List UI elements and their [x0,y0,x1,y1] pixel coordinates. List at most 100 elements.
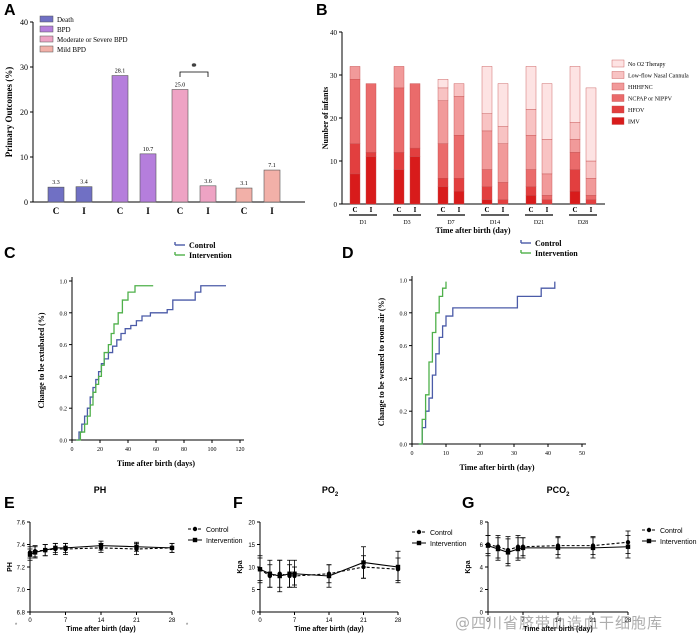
panel-b-bar-segment [409,83,421,149]
panel-b-day-label: D14 [490,220,500,226]
panel-c-y-tick-label: 0.0 [60,439,68,445]
panel-e-x-tick-label: 14 [98,618,105,624]
panel-e-legend-label: Control [206,527,229,534]
panel-a-bar [139,153,157,203]
panel-f-y-label: Kpa [237,560,244,573]
panel-c-y-tick-label: 0.4 [60,375,68,381]
panel-b-bar-segment [541,195,553,200]
panel-f-x-tick-label: 28 [395,618,402,624]
panel-b-x-tick-label: C [572,206,577,214]
panel-e-y-tick-label: 7.0 [17,588,26,594]
panel-e-stray-mark: * [15,623,18,629]
panel-e-point [43,547,48,553]
panel-a-legend-label: Mild BPD [57,46,86,54]
panel-b-bar-segment [481,130,493,170]
panel-f-point [257,567,263,572]
panel-a-bar-label: 3.1 [240,181,248,187]
panel-f-title-sub: 2 [335,492,339,498]
panel-b-bar-segment [349,143,361,175]
panel-e-point [27,552,33,557]
panel-b-bar-segment [481,199,493,205]
panel-a-bar-label: 3.6 [204,179,212,185]
panel-b-y-tick-label: 20 [330,115,338,123]
panel-a-bar-label: 28.1 [115,69,126,75]
panel-a-x-tick-label: I [270,206,274,216]
panel-b-x-label: Time after birth (day) [435,226,510,235]
panel-f-y-tick-label: 15 [248,543,255,549]
panel-b-legend-swatch [611,94,625,102]
panel-c-x-tick-label: 40 [125,447,131,453]
panel-e-point [169,545,175,551]
panel-a-bar [111,75,129,203]
panel-f-x-tick-label: 7 [293,618,297,624]
panel-b-bar-segment [453,83,465,97]
panel-b-bar-segment [453,177,465,192]
panel-b-legend-swatch [611,59,625,68]
panel-b-legend-label: HFOV [628,108,645,114]
panel-g-y-tick-label: 2 [480,588,484,594]
panel-b-legend-swatch [611,71,625,79]
panel-f-point [267,571,273,576]
panel-b-bar-segment [437,186,449,205]
panel-b-bar-segment [569,122,581,140]
panel-b-legend-label: IMV [628,120,640,126]
panel-g-point [555,545,561,551]
panel-c-y-tick-label: 0.6 [60,343,68,349]
panel-b-x-tick-label: I [546,206,549,214]
panel-g-x-tick-label: 7 [521,618,525,624]
panel-letter-f: F [233,495,243,512]
panel-letter-g: G [462,495,474,512]
panel-a-x-tick-label: C [241,206,248,216]
panel-c-x-tick-label: 80 [181,447,187,453]
panel-a-bar [235,187,253,203]
panel-a-x-tick-label: C [53,206,60,216]
panel-b-y-tick-label: 0 [334,201,338,209]
panel-b-bar-segment [525,169,537,188]
panel-f-x-tick-label: 21 [360,618,367,624]
panel-letter-c: C [4,245,16,262]
panel-c-y-tick-label: 1.0 [60,280,68,286]
panel-c-x-tick-label: 20 [97,447,103,453]
panel-b-bar-segment [497,199,509,205]
panel-g-y-tick-label: 0 [480,611,484,617]
panel-b-bar-segment [481,186,493,200]
panel-f-point [326,573,332,579]
panel-f-x-label: Time after birth (day) [294,626,364,633]
panel-b-bar-segment [453,190,465,205]
panel-d-x-tick-label: 40 [545,451,551,457]
panel-a-bar [263,169,281,203]
panel-g-y-tick-label: 4 [480,566,484,572]
panel-a-y-tick-label: 30 [20,63,28,72]
panel-d-x-tick-label: 20 [477,451,483,457]
panel-b-day-label: D28 [578,220,588,226]
panel-g-x-tick-label: 14 [555,618,562,624]
panel-c-series-line [76,285,226,441]
panel-b-bar-segment [497,182,509,200]
panel-b-bar-segment [437,177,449,187]
panel-a-bar [75,186,93,203]
panel-d-y-tick-label: 1.0 [400,279,408,285]
panel-a-bar-label: 3.4 [80,180,88,186]
panel-e-point [32,550,38,555]
panel-letter-e: E [4,495,15,512]
panel-d-x-label: Time after birth (day) [459,463,534,472]
panel-e-y-tick-label: 6.8 [17,611,26,617]
panel-b-bar-segment [585,177,597,196]
panel-a-significance-bracket [179,71,209,77]
panel-f-point [277,573,282,579]
panel-c-legend-label: Control [189,241,216,250]
panel-b-bar-segment [585,199,597,205]
panel-b-bar-segment [365,156,377,205]
panel-b-x-tick-label: I [590,206,593,214]
panel-b-bar-segment [569,139,581,153]
panel-b-x-tick-label: I [414,206,417,214]
panel-b-bar-segment [525,109,537,136]
panel-f-y-tick-label: 0 [252,611,256,617]
panel-d-y-tick-label: 0.8 [400,311,408,317]
panel-f-point [292,571,297,576]
panel-a-legend-swatch [39,35,54,43]
panel-d-y-label: Change to be weaned to room air (%) [377,297,386,426]
panel-b-y-tick-label: 10 [330,158,338,166]
panel-a-significance-marker: * [191,61,197,73]
panel-a-bar [47,186,65,203]
